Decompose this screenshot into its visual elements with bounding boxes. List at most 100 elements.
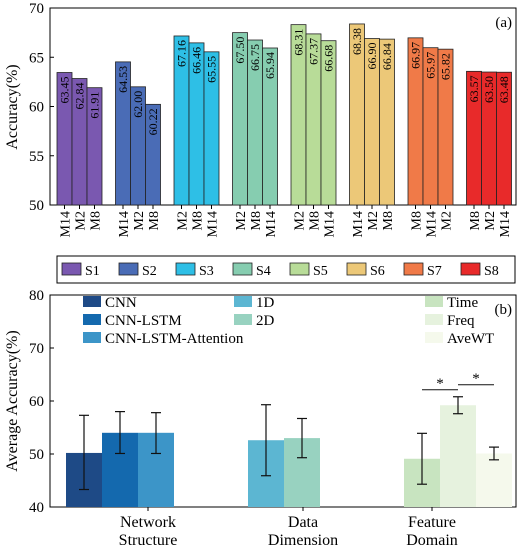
x-tick-label: M8: [89, 211, 104, 230]
x-tick-label: M2: [132, 211, 147, 230]
bar-value-label: 62.00: [131, 91, 145, 118]
significance-star: *: [472, 371, 480, 387]
x-tick-label: M14: [117, 211, 132, 237]
panel-b-legend: CNN CNN-LSTM CNN-LSTM-Attention 1D 2D Time Fre…: [83, 295, 494, 347]
x-tick-label: M8: [381, 211, 396, 230]
bar-value-label: 62.84: [73, 83, 87, 110]
bar-value-label: 60.22: [146, 108, 160, 135]
legend-swatch-cnn-lstm-attention: [83, 332, 101, 343]
legend-label-1d: 1D: [256, 295, 275, 311]
panel-b-y-title: Average Accuracy(%): [4, 330, 21, 471]
legend-label-avewt: AveWT: [447, 331, 494, 347]
group-label: Domain: [406, 532, 458, 549]
y-tick-label: 60: [29, 100, 44, 116]
x-tick-label: M14: [206, 211, 221, 237]
legend-label-s1: S1: [85, 264, 100, 279]
legend-label-s7: S7: [427, 264, 442, 279]
bar-value-label: 61.91: [88, 92, 102, 119]
bar-value-label: 65.55: [205, 56, 219, 83]
x-tick-label: M14: [425, 211, 440, 237]
x-tick-label: M2: [234, 211, 249, 230]
bar-value-label: 63.48: [497, 76, 511, 103]
bar-value-label: 63.45: [58, 77, 72, 104]
bar-value-label: 65.97: [424, 52, 438, 79]
y-tick-label: 70: [29, 1, 44, 17]
legend-swatch-s8: [460, 262, 481, 276]
x-tick-label: M14: [264, 211, 279, 237]
legend-label-s8: S8: [484, 264, 499, 279]
bar-value-label: 66.97: [409, 42, 423, 69]
legend-swatch-s7: [403, 262, 424, 276]
legend-label-s4: S4: [256, 264, 271, 279]
panel-b-bars: [66, 396, 512, 507]
group-label: Feature: [408, 514, 456, 531]
legend-swatch-s4: [232, 262, 253, 276]
legend-swatch-cnn-lstm: [83, 314, 101, 325]
bar-value-label: 63.50: [482, 76, 496, 103]
x-tick-label: M2: [366, 211, 381, 230]
legend-label-cnn-lstm: CNN-LSTM: [105, 313, 182, 329]
legend-label-cnn-lstm-attention: CNN-LSTM-Attention: [105, 331, 244, 347]
legend-swatch-cnn: [83, 296, 101, 307]
legend-label-freq: Freq: [447, 313, 475, 329]
y-tick-label: 65: [29, 50, 44, 66]
legend-swatch-s6: [346, 262, 367, 276]
group-label: Structure: [119, 532, 178, 549]
significance-star: *: [436, 376, 444, 392]
subject-legend-frame: [56, 255, 516, 284]
bar-value-label: 65.94: [263, 52, 277, 79]
legend-swatch-freq: [425, 314, 443, 325]
bar-value-label: 66.68: [322, 45, 336, 72]
y-tick-label: 80: [29, 288, 44, 304]
legend-swatch-s2: [118, 262, 139, 276]
legend-label-s2: S2: [142, 264, 157, 279]
y-tick-label: 60: [29, 394, 44, 410]
bar-value-label: 66.46: [190, 47, 204, 74]
bar-value-label: 65.82: [439, 53, 453, 80]
bar-value-label: 67.37: [307, 38, 321, 65]
legend-swatch-s5: [289, 262, 310, 276]
x-tick-label: M8: [147, 211, 162, 230]
bar-value-label: 68.31: [292, 29, 306, 56]
bar-value-label: 67.50: [233, 37, 247, 64]
bar-value-label: 63.57: [467, 75, 481, 102]
legend-swatch-s1: [61, 262, 82, 276]
legend-label-2d: 2D: [256, 313, 275, 329]
x-tick-label: M8: [308, 211, 323, 230]
x-tick-label: M2: [483, 211, 498, 230]
x-tick-label: M2: [293, 211, 308, 230]
x-tick-label: M8: [410, 211, 425, 230]
legend-swatch-s3: [175, 262, 196, 276]
bar-value-label: 67.16: [175, 40, 189, 67]
y-tick-label: 40: [29, 500, 44, 516]
significance-markers: * *: [422, 371, 494, 392]
group-label: Network: [120, 514, 176, 531]
x-tick-label: M2: [74, 211, 89, 230]
bar-value-label: 68.38: [350, 28, 364, 55]
legend-label-time: Time: [447, 295, 478, 311]
bar-value-label: 66.75: [248, 44, 262, 71]
subject-legend: S1 S2 S3 S4 S5 S6 S7 S8: [56, 255, 516, 284]
panel-a-x-axis: M14 M2 M8 M14 M2 M8 M2 M8 M14 M2 M8 M14 M2 M8 M14 M14 M2…: [59, 205, 513, 237]
x-tick-label: M14: [323, 211, 338, 237]
panel-a-y-axis: 50 55 60 65 70: [29, 1, 54, 214]
bar-value-label: 64.53: [116, 66, 130, 93]
y-tick-label: 50: [29, 198, 44, 214]
y-tick-label: 55: [29, 149, 44, 165]
legend-label-s5: S5: [313, 264, 328, 279]
x-tick-label: M2: [176, 211, 191, 230]
group-label: Dimension: [268, 532, 338, 549]
legend-label-cnn: CNN: [105, 295, 137, 311]
panel-b-y-axis: 40 50 60 70 80: [29, 288, 54, 516]
bar-avewt: [476, 453, 512, 507]
x-tick-label: M8: [468, 211, 483, 230]
panel-b-label: (b): [495, 302, 513, 318]
x-tick-label: M2: [440, 211, 455, 230]
legend-swatch-avewt: [425, 332, 443, 343]
x-tick-label: M8: [249, 211, 264, 230]
legend-label-s3: S3: [199, 264, 214, 279]
x-tick-label: M14: [59, 211, 74, 237]
